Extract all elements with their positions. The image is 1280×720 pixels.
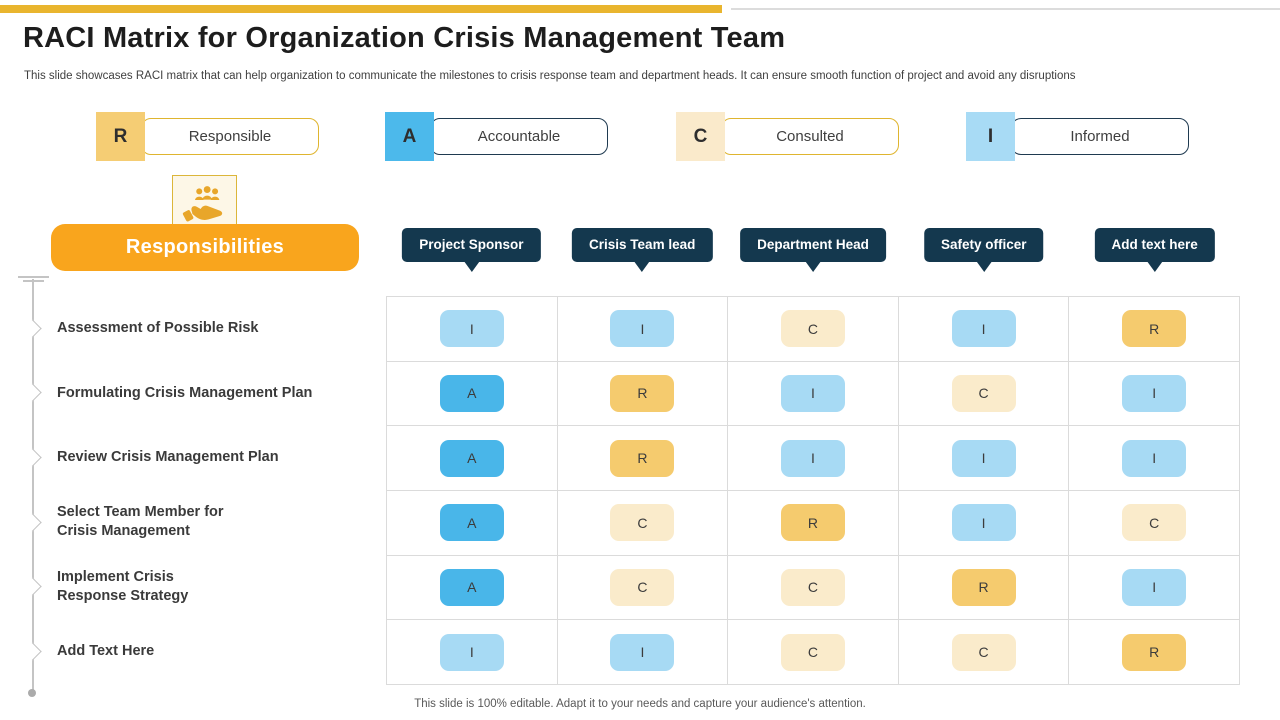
raci-cell: I — [898, 490, 1070, 556]
raci-badge-c: C — [610, 568, 675, 606]
raci-cell: C — [728, 620, 899, 685]
raci-cell: A — [387, 426, 558, 491]
row-label: Select Team Member for Crisis Management — [57, 504, 224, 540]
timeline-top-cap-inner — [23, 280, 44, 282]
raci-cell: C — [898, 361, 1070, 427]
raci-cell: A — [387, 490, 558, 556]
raci-badge-c: C — [780, 568, 845, 606]
raci-cell: C — [1069, 490, 1240, 556]
legend-letter-a: A — [385, 112, 434, 161]
timeline-end-dot — [28, 689, 36, 697]
legend-letter-r: R — [96, 112, 145, 161]
raci-badge-c: C — [951, 374, 1016, 412]
hand-holding-team-icon — [182, 182, 228, 233]
timeline-line — [32, 279, 34, 690]
raci-cell: R — [728, 490, 899, 556]
slide-subtitle: This slide showcases RACI matrix that ca… — [24, 70, 1076, 82]
responsibilities-header: Responsibilities — [51, 224, 359, 271]
raci-badge-i: I — [439, 310, 504, 348]
legend-label-responsible: Responsible — [141, 118, 319, 155]
raci-badge-i: I — [780, 439, 845, 477]
column-header-project-sponsor: Project Sponsor — [402, 228, 541, 262]
raci-badge-c: C — [780, 633, 845, 671]
row-label-row: Add Text Here — [0, 619, 386, 684]
raci-cell: C — [557, 490, 729, 556]
raci-badge-r: R — [1122, 310, 1187, 348]
raci-cell: A — [387, 555, 558, 621]
raci-badge-i: I — [1122, 374, 1187, 412]
row-label-row: Assessment of Possible Risk — [0, 296, 386, 361]
raci-cell: I — [387, 620, 558, 685]
raci-cell: I — [557, 297, 729, 362]
raci-badge-i: I — [1122, 439, 1187, 477]
top-accent-line — [731, 8, 1280, 10]
raci-badge-a: A — [439, 374, 504, 412]
raci-cell: R — [557, 426, 729, 491]
legend-letter-i: I — [966, 112, 1015, 161]
raci-cell: I — [1069, 555, 1240, 621]
raci-badge-a: A — [439, 439, 504, 477]
raci-cell: I — [387, 297, 558, 362]
row-labels: Assessment of Possible Risk Formulating C… — [0, 296, 386, 684]
legend-letter-c: C — [676, 112, 725, 161]
raci-badge-i: I — [951, 504, 1016, 542]
raci-cell: I — [1069, 361, 1240, 427]
raci-cell: C — [898, 620, 1070, 685]
raci-badge-r: R — [610, 439, 675, 477]
row-label: Implement Crisis Response Strategy — [57, 569, 189, 604]
raci-badge-c: C — [1122, 504, 1187, 542]
raci-badge-i: I — [1122, 568, 1187, 606]
raci-badge-i: I — [780, 374, 845, 412]
row-label-row: Formulating Crisis Management Plan — [0, 361, 386, 426]
raci-cell: R — [1069, 297, 1240, 362]
raci-cell: C — [557, 555, 729, 621]
raci-badge-i: I — [951, 439, 1016, 477]
raci-badge-c: C — [780, 310, 845, 348]
raci-cell: R — [898, 555, 1070, 621]
raci-cell: I — [728, 426, 899, 491]
raci-badge-a: A — [439, 568, 504, 606]
raci-badge-r: R — [951, 568, 1016, 606]
raci-badge-c: C — [610, 504, 675, 542]
raci-badge-i: I — [610, 633, 675, 671]
top-accent-bar — [0, 5, 722, 13]
raci-badge-i: I — [951, 310, 1016, 348]
raci-cell: I — [728, 361, 899, 427]
raci-cell: C — [728, 297, 899, 362]
raci-badge-i: I — [610, 310, 675, 348]
raci-cell: A — [387, 361, 558, 427]
legend-label-informed: Informed — [1011, 118, 1189, 155]
row-label: Add Text Here — [57, 643, 155, 660]
raci-badge-c: C — [951, 633, 1016, 671]
footer-note: This slide is 100% editable. Adapt it to… — [414, 698, 866, 710]
column-header-department-head: Department Head — [740, 228, 886, 262]
row-label: Formulating Crisis Management Plan — [57, 384, 313, 401]
raci-badge-i: I — [439, 633, 504, 671]
column-header-crisis-team-lead: Crisis Team lead — [572, 228, 713, 262]
page-title: RACI Matrix for Organization Crisis Mana… — [23, 22, 786, 54]
raci-cell: I — [898, 426, 1070, 491]
raci-cell: I — [898, 297, 1070, 362]
row-label: Assessment of Possible Risk — [57, 319, 259, 336]
column-header-safety-officer: Safety officer — [924, 228, 1044, 262]
raci-cell: R — [557, 361, 729, 427]
row-label: Review Crisis Management Plan — [57, 449, 279, 466]
raci-cell: I — [557, 620, 729, 685]
raci-cell: R — [1069, 620, 1240, 685]
raci-cell: C — [728, 555, 899, 621]
column-header-add-text-here: Add text here — [1094, 228, 1215, 262]
row-label-row: Implement Crisis Response Strategy — [0, 555, 386, 620]
legend-label-consulted: Consulted — [721, 118, 899, 155]
legend-label-accountable: Accountable — [430, 118, 608, 155]
raci-badge-r: R — [780, 504, 845, 542]
raci-badge-r: R — [1122, 633, 1187, 671]
raci-badge-a: A — [439, 504, 504, 542]
row-label-row: Select Team Member for Crisis Management — [0, 490, 386, 555]
raci-cell: I — [1069, 426, 1240, 491]
row-label-row: Review Crisis Management Plan — [0, 425, 386, 490]
timeline-top-cap — [18, 276, 49, 278]
raci-badge-r: R — [610, 374, 675, 412]
